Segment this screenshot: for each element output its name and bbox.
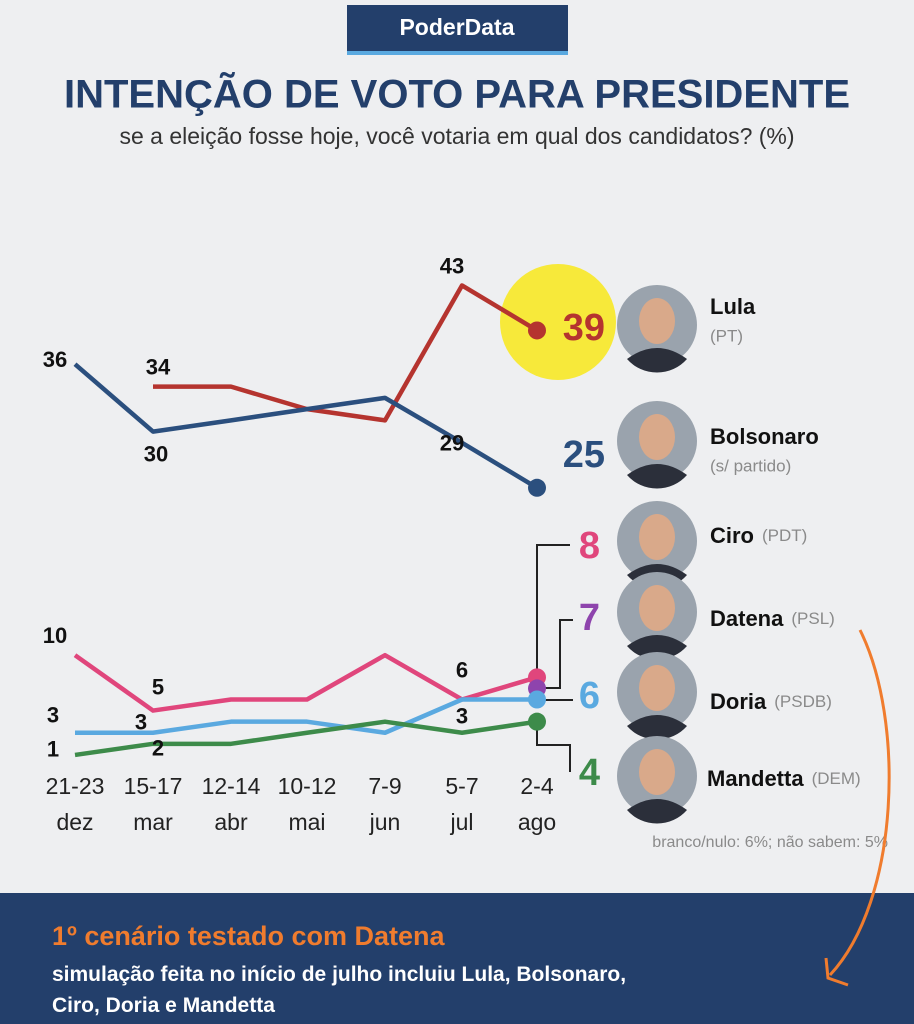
series-line [75, 697, 537, 735]
x-tick-label: 15-17 [124, 773, 183, 799]
x-tick-label: jul [449, 809, 473, 835]
data-label: 36 [43, 347, 67, 372]
candidate-name-text: Doria [710, 689, 767, 714]
data-label: 6 [456, 657, 468, 682]
photo-face [639, 514, 675, 560]
candidate-party: (PDT) [762, 526, 807, 545]
brand-underline [347, 51, 568, 55]
final-value: 39 [563, 307, 605, 349]
brand: PoderData [399, 14, 514, 40]
final-value: 7 [579, 597, 600, 639]
x-tick-label: 10-12 [278, 773, 337, 799]
x-tick-label: jun [369, 809, 401, 835]
x-tick-label: dez [56, 809, 93, 835]
footer-text: simulação feita no início de julho inclu… [52, 963, 627, 1017]
photo-body [627, 464, 687, 489]
series-line [74, 719, 538, 758]
note: branco/nulo: 6%; não sabem: 5% [652, 834, 888, 851]
end-dot [528, 478, 546, 497]
candidate-party: (s/ partido) [710, 456, 791, 475]
highlight [500, 264, 616, 380]
photo-body [627, 348, 687, 373]
brand-box [347, 5, 568, 51]
candidate-name-text: Datena [710, 606, 784, 631]
footer: 1º cenário testado com Datena simulação … [0, 893, 914, 1024]
candidate-name: Doria (PSDB) [710, 689, 832, 714]
end-dot [528, 690, 546, 709]
x-tick-label: mai [288, 809, 325, 835]
photo-face [639, 414, 675, 460]
end-dot [528, 712, 546, 731]
candidate-name: Ciro (PDT) [710, 523, 807, 548]
candidate-name: Lula [710, 294, 756, 319]
candidate-name: Mandetta (DEM) [707, 766, 861, 791]
x-tick-label: ago [518, 809, 556, 835]
series-line [73, 362, 539, 490]
data-label: 30 [144, 441, 168, 466]
chart-title: INTENÇÃO DE VOTO PARA PRESIDENTE [64, 71, 850, 117]
x-tick-label: mar [133, 809, 173, 835]
data-label: 34 [146, 354, 171, 379]
candidate-party: (DEM) [812, 769, 861, 788]
x-tick-label: 2-4 [520, 773, 553, 799]
photo-body [627, 715, 687, 740]
x-tick-label: 7-9 [368, 773, 401, 799]
candidate-name-text: Lula [710, 294, 756, 319]
x-tick-label: 21-23 [46, 773, 105, 799]
chart-subtitle: se a eleição fosse hoje, você votaria em… [119, 123, 794, 149]
candidate-name-text: Ciro [710, 523, 754, 548]
data-label: 43 [440, 253, 464, 278]
final-value: 25 [563, 434, 605, 476]
end-dot [528, 321, 546, 340]
candidate-party: (PSL) [791, 609, 834, 628]
data-label: 3 [47, 703, 59, 728]
photo-face [639, 665, 675, 711]
data-label: 2 [152, 736, 164, 761]
x-tick-label: 12-14 [202, 773, 261, 799]
x-tick-label: abr [214, 809, 248, 835]
photo-body [627, 635, 687, 660]
series-line [153, 283, 539, 423]
data-label: 5 [152, 674, 164, 699]
data-label: 1 [47, 737, 59, 762]
candidate-name: Bolsonaro [710, 424, 819, 449]
photo-face [639, 298, 675, 344]
data-label: 3 [456, 704, 468, 729]
data-label: 29 [440, 431, 464, 456]
photo-body [627, 799, 687, 824]
final-value: 4 [579, 752, 600, 794]
final-value: 8 [579, 525, 600, 567]
data-label: 3 [135, 710, 147, 735]
data-label: 10 [43, 623, 67, 648]
footer-title: 1º cenário testado com Datena [52, 921, 445, 951]
final-value: 6 [579, 675, 600, 717]
candidate-name: Datena (PSL) [710, 606, 835, 631]
candidate-party: (PSDB) [774, 692, 832, 711]
x-tick-label: 5-7 [445, 773, 478, 799]
candidate-name-text: Bolsonaro [710, 424, 819, 449]
arrow-head [824, 957, 849, 987]
photo-face [639, 585, 675, 631]
photo-face [639, 749, 675, 795]
candidate-name-text: Mandetta [707, 766, 804, 791]
candidate-party: (PT) [710, 326, 743, 345]
connectors [536, 544, 573, 772]
arrow [828, 629, 891, 977]
